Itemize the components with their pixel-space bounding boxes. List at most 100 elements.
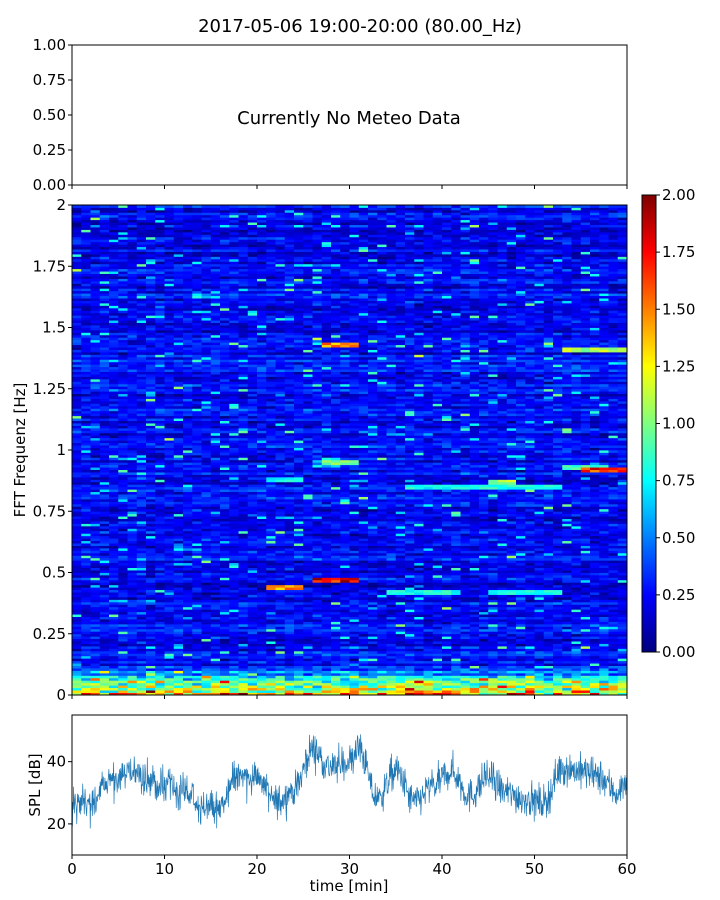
heatmap-cell [192, 692, 202, 696]
heatmap-cell [72, 628, 82, 632]
heatmap-cell [442, 516, 452, 519]
heatmap-cell [266, 601, 276, 605]
heatmap-cell [460, 619, 471, 622]
heatmap-cell [590, 636, 600, 640]
heatmap-cell [238, 670, 249, 674]
heatmap-cell [442, 589, 452, 593]
heatmap-cell [488, 579, 498, 583]
heatmap-cell [414, 579, 424, 583]
heatmap-cell [99, 643, 110, 647]
heatmap-cell [247, 508, 258, 512]
heatmap-cell [553, 643, 563, 647]
heatmap-cell [469, 611, 480, 615]
heatmap-cell [266, 658, 276, 662]
heatmap-cell [90, 572, 101, 576]
heatmap-cell [349, 584, 360, 588]
heatmap-cell [109, 494, 119, 497]
heatmap-cell [312, 631, 323, 635]
heatmap-cell [479, 589, 489, 593]
heatmap-cell [460, 606, 471, 610]
heatmap-cell [608, 570, 619, 573]
heatmap-cell [349, 518, 360, 522]
heatmap-cell [617, 650, 628, 654]
heatmap-cell [109, 587, 119, 591]
heatmap-cell [525, 682, 535, 686]
heatmap-cell [155, 550, 165, 554]
heatmap-cell [238, 597, 249, 600]
heatmap-cell [506, 548, 517, 551]
heatmap-cell [266, 675, 276, 679]
heatmap-cell [192, 592, 202, 595]
heatmap-cell [127, 648, 138, 652]
heatmap-cell [617, 641, 628, 644]
heatmap-cell [146, 506, 156, 510]
heatmap-cell [442, 648, 452, 652]
heatmap-cell [72, 670, 82, 674]
heatmap-cell [368, 597, 378, 600]
heatmap-cell [229, 604, 239, 608]
heatmap-cell [608, 677, 619, 681]
heatmap-cell [516, 658, 526, 662]
heatmap-cell [136, 692, 147, 696]
heatmap-cell [571, 543, 582, 546]
heatmap-cell [294, 643, 304, 647]
heatmap-cell [617, 584, 628, 588]
heatmap-cell [405, 633, 415, 637]
heatmap-cell [525, 623, 535, 627]
heatmap-cell [192, 513, 202, 517]
heatmap-cell [210, 589, 221, 593]
heatmap-cell [506, 503, 517, 507]
heatmap-cell [303, 597, 313, 600]
heatmap-cell [358, 631, 369, 635]
heatmap-cell [303, 641, 313, 644]
heatmap-cell [368, 570, 378, 573]
heatmap-cell [247, 550, 258, 554]
heatmap-cell [294, 491, 304, 495]
heatmap-cell [90, 552, 101, 556]
heatmap-cell [488, 606, 498, 610]
heatmap-cell [488, 530, 498, 534]
heatmap-cell [562, 535, 572, 539]
heatmap-cell [358, 533, 369, 537]
heatmap-cell [525, 631, 535, 635]
heatmap-cell [386, 601, 397, 605]
heatmap-cell [127, 685, 138, 689]
heatmap-cell [349, 690, 360, 693]
heatmap-cell [386, 535, 397, 539]
heatmap-cell [303, 516, 313, 519]
heatmap-cell [386, 538, 397, 542]
heatmap-cell [312, 506, 323, 510]
heatmap-cell [201, 665, 212, 669]
heatmap-cell [580, 675, 591, 679]
heatmap-cell [136, 562, 147, 566]
heatmap-cell [571, 668, 582, 671]
heatmap-cell [155, 636, 165, 640]
heatmap-cell [257, 535, 267, 539]
heatmap-cell [562, 680, 572, 684]
heatmap-cell [571, 501, 582, 505]
heatmap-cell [109, 631, 119, 635]
heatmap-cell [275, 609, 286, 613]
heatmap-cell [72, 650, 82, 654]
heatmap-cell [155, 533, 165, 537]
heatmap-cell [358, 650, 369, 654]
heatmap-cell [516, 677, 526, 681]
heatmap-cell [340, 501, 350, 505]
heatmap-cell [266, 555, 276, 559]
heatmap-cell [72, 538, 82, 542]
heatmap-cell [460, 677, 471, 681]
heatmap-cell [136, 643, 147, 647]
heatmap-cell [81, 631, 91, 635]
heatmap-cell [127, 653, 138, 657]
heatmap-cell [155, 552, 165, 556]
heatmap-cell [386, 687, 397, 691]
heatmap-cell [173, 499, 184, 502]
heatmap-cell [294, 548, 304, 551]
heatmap-cell [414, 641, 424, 644]
heatmap-cell [497, 621, 508, 625]
heatmap-cell [266, 682, 276, 686]
heatmap-cell [321, 582, 332, 586]
heatmap-cell [173, 690, 184, 693]
heatmap-cell [192, 670, 202, 674]
heatmap-cell [460, 513, 471, 517]
